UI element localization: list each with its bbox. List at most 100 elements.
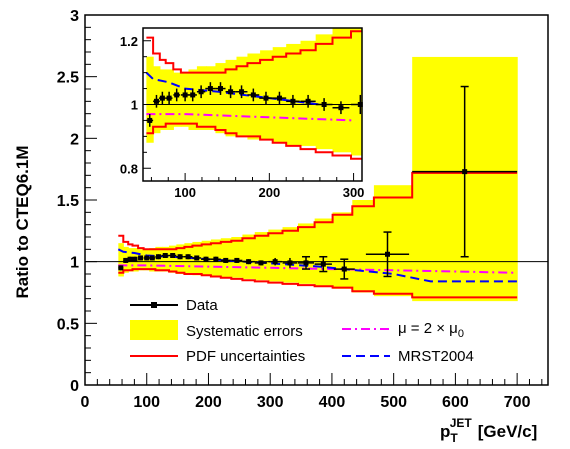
- main-data-point: [161, 253, 169, 258]
- inset-syst-bin: [206, 66, 217, 130]
- inset-data-marker: [198, 89, 204, 95]
- main-data-point: [132, 256, 138, 262]
- pdf-uncertainty-lines: [118, 171, 518, 299]
- main-data-marker: [223, 257, 229, 263]
- inset-data-marker: [250, 92, 256, 98]
- inset-data-marker: [321, 102, 327, 107]
- main-x-tick-label: 700: [504, 394, 531, 411]
- y-axis-title: Ratio to CTEQ6.1M: [13, 145, 32, 298]
- inset-syst-bin: [300, 40, 317, 146]
- inset-data-marker: [338, 105, 344, 111]
- inset-data-point: [196, 85, 206, 99]
- inset-x-tick-label: 300: [343, 185, 365, 200]
- inset-data-point: [180, 88, 190, 102]
- inset-data-point: [235, 85, 248, 99]
- inset-data-marker: [290, 98, 296, 104]
- main-axes: 0 100 200 300 400 500 600 700 0 0.5 1 1.5 2 2.5 3: [57, 8, 549, 411]
- inset-data-point: [247, 88, 260, 102]
- inset-mu-curve: [146, 113, 354, 122]
- main-data-marker: [127, 256, 133, 262]
- main-x-tick-label: 500: [380, 394, 407, 411]
- inset-data-marker: [174, 92, 180, 98]
- main-y-tick-label: 2.5: [57, 70, 79, 87]
- main-data-marker: [138, 255, 144, 261]
- inset-data-point: [225, 85, 236, 99]
- mu-scale-line: [118, 264, 518, 274]
- inset-data-point: [146, 114, 154, 127]
- main-syst-bin: [297, 223, 316, 284]
- main-data-point: [314, 255, 332, 273]
- legend-syst-swatch: [130, 320, 178, 340]
- inset-data-marker: [207, 86, 213, 92]
- inset-data-point: [286, 94, 300, 108]
- legend: Data Systematic errors PDF uncertainties…: [130, 297, 474, 365]
- main-data-point: [201, 256, 211, 262]
- main-data-point: [155, 254, 162, 260]
- main-syst-bin: [282, 227, 299, 283]
- main-x-tick-label: 0: [81, 394, 90, 411]
- main-data-marker: [155, 254, 161, 260]
- inset-y-tick-label: 1.2: [120, 34, 138, 49]
- main-x-tick-label: 300: [257, 394, 284, 411]
- main-x-tick-label: 400: [319, 394, 346, 411]
- main-data-marker: [303, 260, 309, 266]
- inset-data-point: [315, 98, 333, 111]
- main-syst-bin: [268, 229, 284, 282]
- main-x-tick-label: 200: [195, 394, 222, 411]
- inset-data-point: [259, 91, 273, 105]
- main-syst-bin: [254, 232, 269, 281]
- inset-pdf-lines: [146, 30, 362, 160]
- main-data-point: [168, 253, 177, 258]
- main-data-point: [268, 257, 282, 266]
- inset-data-marker: [276, 95, 282, 101]
- inset-syst-bin: [315, 34, 334, 150]
- main-syst-bin: [118, 243, 124, 277]
- main-syst-bin: [352, 200, 375, 293]
- main-x-tick-label: 100: [133, 394, 160, 411]
- main-syst-bin: [332, 212, 353, 289]
- mrst2004-line: [117, 248, 518, 283]
- main-syst-bin: [373, 185, 413, 297]
- main-data-marker: [149, 255, 155, 261]
- inset-pdf-upper-line: [146, 30, 362, 74]
- inset-data-point: [205, 82, 216, 95]
- main-y-tick-label: 0.5: [57, 316, 79, 333]
- legend-pdf-label: PDF uncertainties: [186, 348, 305, 365]
- main-data-marker: [203, 256, 209, 262]
- main-mrst-curve: [117, 248, 518, 283]
- inset-y-tick-label: 1: [131, 98, 138, 113]
- main-y-tick-label: 1: [70, 255, 79, 272]
- inset-data-point: [351, 94, 363, 115]
- main-x-tick-label: 600: [442, 394, 469, 411]
- inset-syst-bin: [215, 63, 227, 134]
- main-data-marker: [144, 255, 150, 261]
- x-axis-title-main: p: [440, 422, 450, 441]
- main-data-point: [176, 254, 184, 260]
- inset-x-tick-label: 200: [258, 185, 280, 200]
- inset-data-marker: [305, 98, 311, 104]
- legend-mrst-label: MRST2004: [398, 348, 474, 365]
- main-data-point: [118, 265, 124, 271]
- main-data-point: [365, 231, 410, 278]
- main-data-point: [143, 255, 150, 261]
- legend-mu-label: μ = 2 × μ0: [398, 320, 464, 340]
- main-data-point: [123, 257, 129, 263]
- inset-plot-area: 100 200 300 0.8 1 1.2: [120, 27, 365, 200]
- main-data-marker: [462, 169, 468, 175]
- inset-syst-bin: [332, 28, 352, 153]
- main-syst-bin: [242, 234, 256, 279]
- inset-syst-bin: [146, 56, 154, 143]
- inset-data-marker: [153, 98, 159, 104]
- main-data-point: [138, 255, 144, 261]
- main-data-marker: [287, 260, 293, 266]
- main-data-marker: [234, 257, 240, 263]
- main-pdf-upper-line: [118, 171, 518, 251]
- main-data-marker: [258, 260, 264, 266]
- legend-syst-label: Systematic errors: [186, 323, 303, 340]
- main-data-point: [127, 256, 133, 262]
- inset-data-marker: [239, 89, 245, 95]
- x-axis-title-sub: T: [450, 431, 458, 445]
- inset-data-point: [215, 82, 226, 95]
- inset-data-point: [159, 91, 166, 105]
